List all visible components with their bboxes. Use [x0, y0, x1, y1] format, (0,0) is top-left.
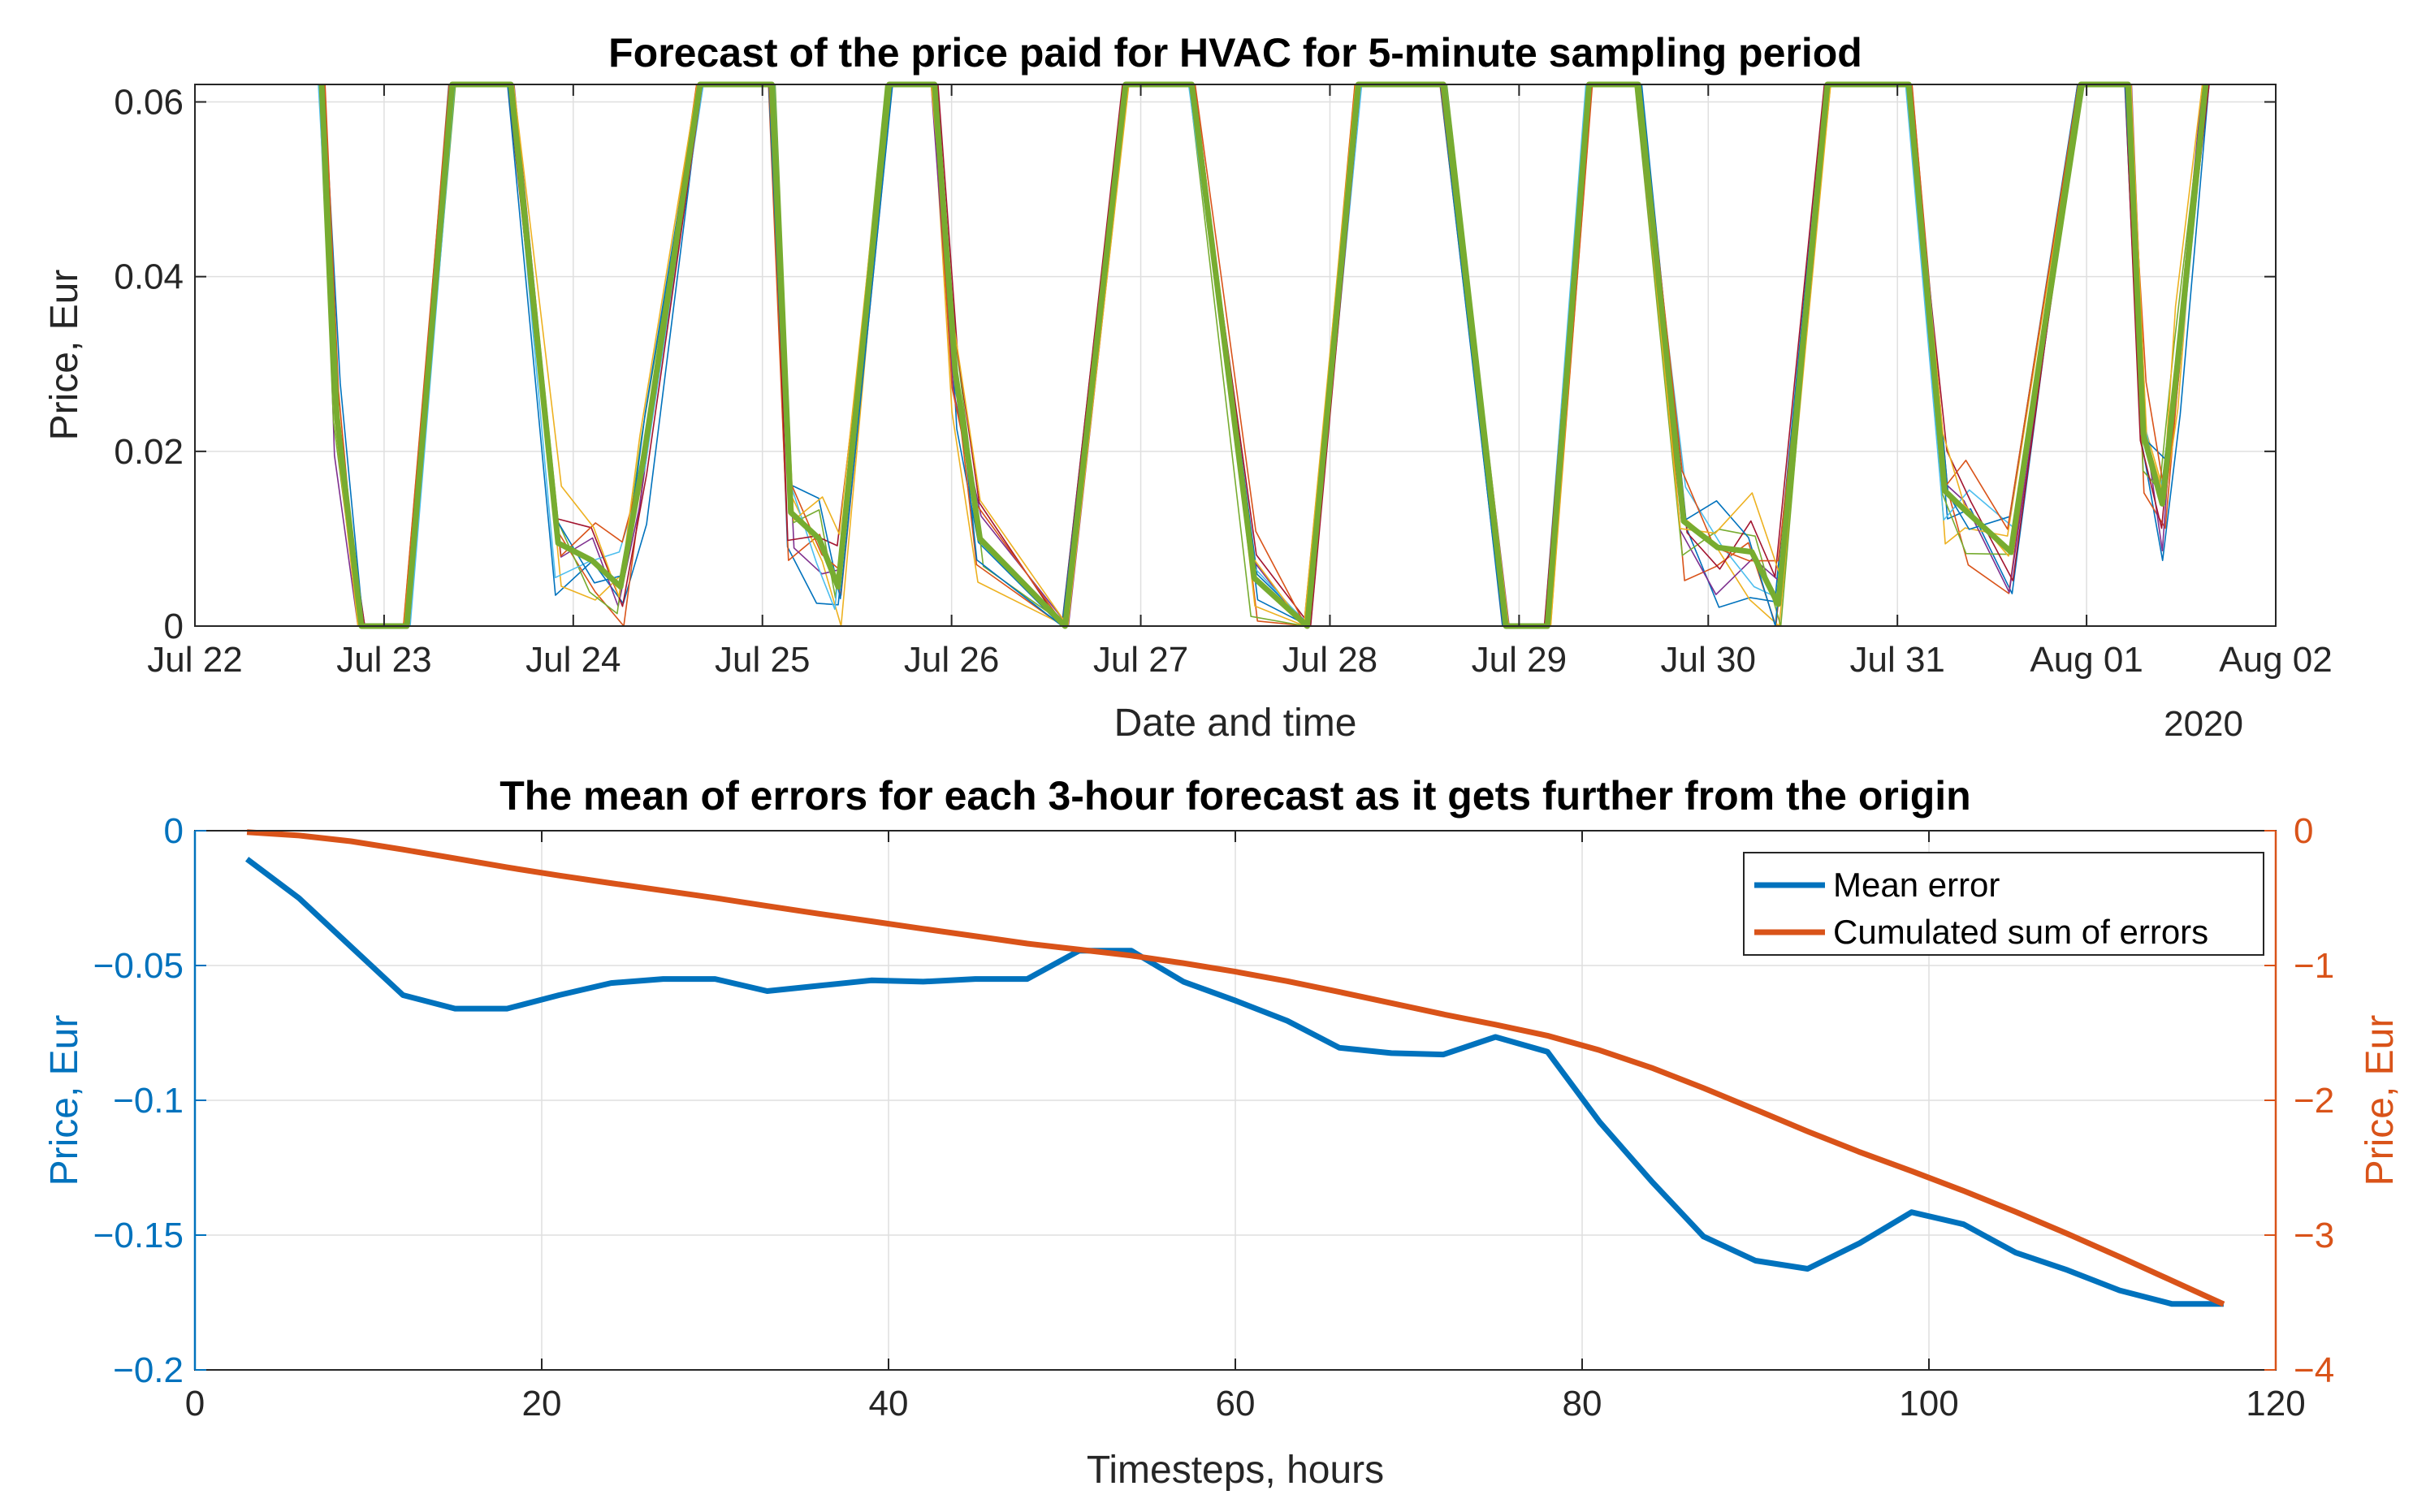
top-forecast-trace [318, 84, 2206, 627]
top-chart-title: Forecast of the price paid for HVAC for … [608, 30, 1862, 76]
top-x-tick-label: Aug 01 [2030, 640, 2143, 680]
bottom-right-y-ticks: 0 −1 −2 −3 −4 [2264, 811, 2334, 1390]
bottom-right-y-axis-label: Price, Eur [2359, 1015, 2402, 1186]
top-y-axis-label: Price, Eur [43, 270, 86, 441]
bottom-series-cumulated-sum [246, 829, 2225, 1307]
bottom-series-mean-error [244, 857, 2224, 1307]
bottom-x-axis-label: Timesteps, hours [1087, 1449, 1384, 1492]
bottom-right-y-tick-label: −2 [2294, 1081, 2334, 1121]
top-x-tick-label: Jul 22 [147, 640, 242, 680]
top-year-label: 2020 [2164, 704, 2243, 744]
bottom-series [244, 829, 2225, 1307]
bottom-right-y-tick-label: −1 [2294, 946, 2334, 986]
top-axes-box [194, 84, 2277, 627]
top-x-tick-label: Jul 26 [904, 640, 999, 680]
bottom-left-y-tick-label: −0.1 [113, 1081, 184, 1121]
bottom-chart: 0 20 40 60 80 100 120 0 −0.05 −0.1 −0.15 −0.2 0 −1 −… [43, 773, 2402, 1492]
bottom-left-y-tick-label: 0 [164, 811, 184, 851]
top-x-tick-label: Jul 29 [1472, 640, 1567, 680]
bottom-left-y-tick-label: −0.2 [113, 1350, 184, 1390]
bottom-x-ticks: 0 20 40 60 80 100 120 [185, 831, 2306, 1423]
top-x-tick-label: Jul 31 [1849, 640, 1944, 680]
top-series-actual-price [318, 81, 2209, 629]
bottom-x-tick-label: 60 [1216, 1384, 1256, 1423]
bottom-x-tick-label: 120 [2246, 1384, 2305, 1423]
top-x-tick-label: Jul 24 [525, 640, 621, 680]
top-x-tick-label: Jul 28 [1282, 640, 1377, 680]
bottom-x-tick-label: 80 [1563, 1384, 1602, 1423]
bottom-chart-title: The mean of errors for each 3-hour forec… [499, 773, 1970, 819]
top-x-tick-label: Jul 23 [336, 640, 431, 680]
bottom-x-tick-label: 100 [1899, 1384, 1958, 1423]
top-x-axis-label: Date and time [1114, 702, 1357, 745]
top-x-tick-label: Aug 02 [2219, 640, 2332, 680]
bottom-left-y-tick-label: −0.05 [93, 946, 184, 986]
legend-box [1743, 852, 2264, 956]
top-x-tick-label: Jul 30 [1661, 640, 1756, 680]
bottom-x-tick-label: 0 [185, 1384, 205, 1423]
top-series [318, 81, 2209, 629]
bottom-x-tick-label: 20 [522, 1384, 562, 1423]
bottom-left-y-ticks: 0 −0.05 −0.1 −0.15 −0.2 [93, 811, 206, 1390]
legend-label-mean-error: Mean error [1833, 866, 2000, 904]
top-x-ticks: Jul 22 Jul 23 Jul 24 Jul 25 Jul 26 Jul 27 Jul … [147, 84, 2333, 680]
top-y-tick-label: 0.04 [114, 257, 184, 297]
bottom-right-y-tick-label: −3 [2294, 1216, 2334, 1255]
bottom-right-y-tick-label: −4 [2294, 1350, 2334, 1390]
legend-label-cumulated-sum: Cumulated sum of errors [1833, 913, 2208, 951]
top-y-tick-label: 0.02 [114, 432, 184, 472]
top-y-tick-label: 0.06 [114, 83, 184, 123]
bottom-left-y-tick-label: −0.15 [93, 1216, 184, 1255]
top-forecast-trace [320, 84, 2210, 627]
top-y-ticks: 0 0.02 0.04 0.06 [114, 83, 2276, 646]
top-x-tick-label: Jul 25 [715, 640, 810, 680]
bottom-legend: Mean error Cumulated sum of errors [1743, 852, 2264, 956]
top-forecast-trace [323, 84, 2208, 627]
top-chart: Jul 22 Jul 23 Jul 24 Jul 25 Jul 26 Jul 27 Jul … [43, 30, 2333, 745]
top-x-tick-label: Jul 27 [1093, 640, 1188, 680]
bottom-right-y-tick-label: 0 [2294, 811, 2313, 851]
top-forecast-trace [324, 84, 2205, 627]
top-y-tick-label: 0 [164, 607, 184, 646]
bottom-left-y-axis-label: Price, Eur [43, 1015, 86, 1186]
bottom-x-tick-label: 40 [869, 1384, 909, 1423]
top-forecast-trace [321, 84, 2210, 627]
top-plot-area [195, 84, 2276, 626]
